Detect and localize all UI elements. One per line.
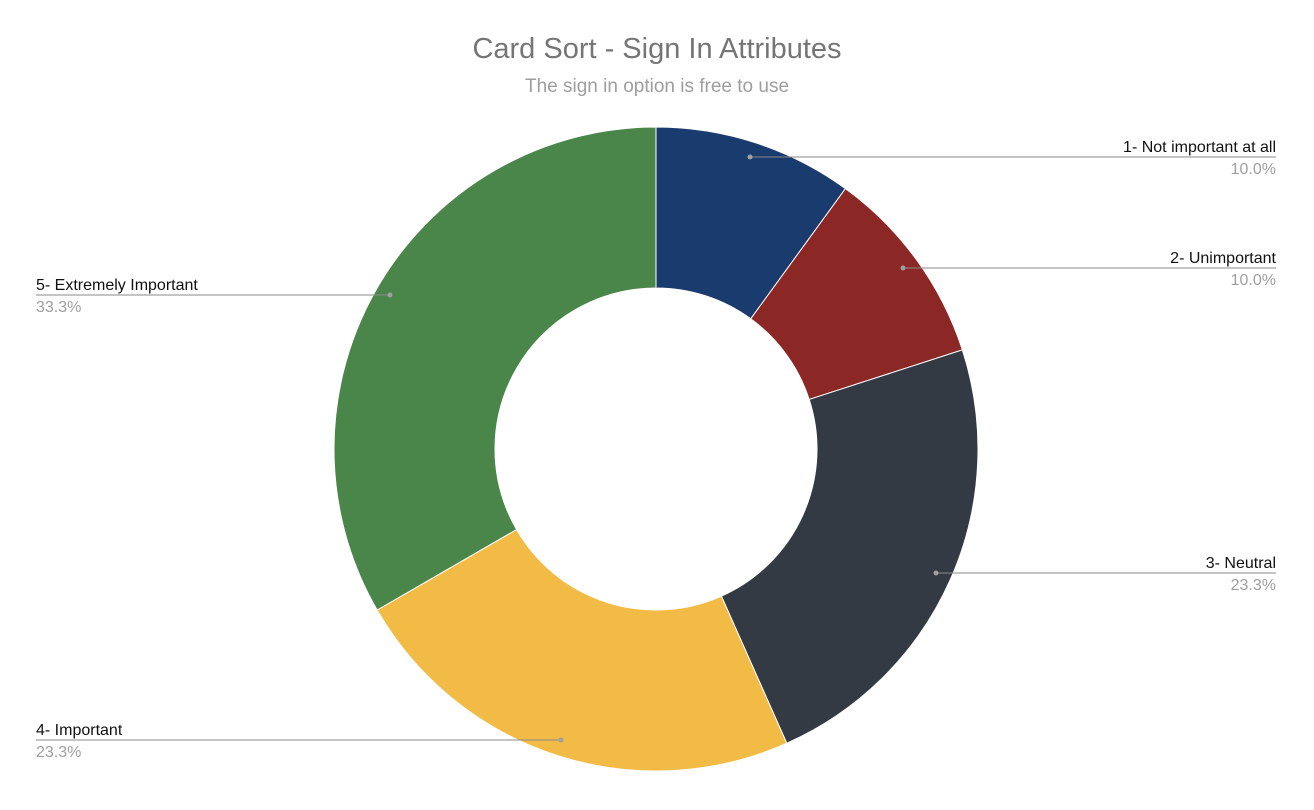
slice-label-1: 1- Not important at all — [1123, 139, 1276, 156]
slice-label-3: 3- Neutral — [1206, 555, 1276, 572]
slice-percent-4: 23.3% — [36, 744, 81, 761]
chart-title: Card Sort - Sign In Attributes — [472, 33, 842, 65]
leader-dot-4 — [558, 737, 564, 743]
slice-percent-2: 10.0% — [1231, 272, 1276, 289]
slice-label-2: 2- Unimportant — [1170, 250, 1276, 267]
leader-dot-2 — [900, 265, 906, 271]
chart-subtitle: The sign in option is free to use — [524, 76, 790, 97]
slice-label-5: 5- Extremely Important — [36, 277, 198, 294]
leader-dot-5 — [387, 292, 393, 298]
slice-label-4: 4- Important — [36, 722, 123, 739]
slice-3 — [720, 349, 979, 744]
slice-5 — [333, 126, 657, 611]
leader-dot-3 — [933, 570, 939, 576]
slice-percent-1: 10.0% — [1231, 161, 1276, 178]
leader-dot-1 — [747, 154, 753, 160]
slice-4 — [376, 528, 788, 772]
slice-percent-3: 23.3% — [1231, 577, 1276, 594]
slice-percent-5: 33.3% — [36, 299, 81, 316]
